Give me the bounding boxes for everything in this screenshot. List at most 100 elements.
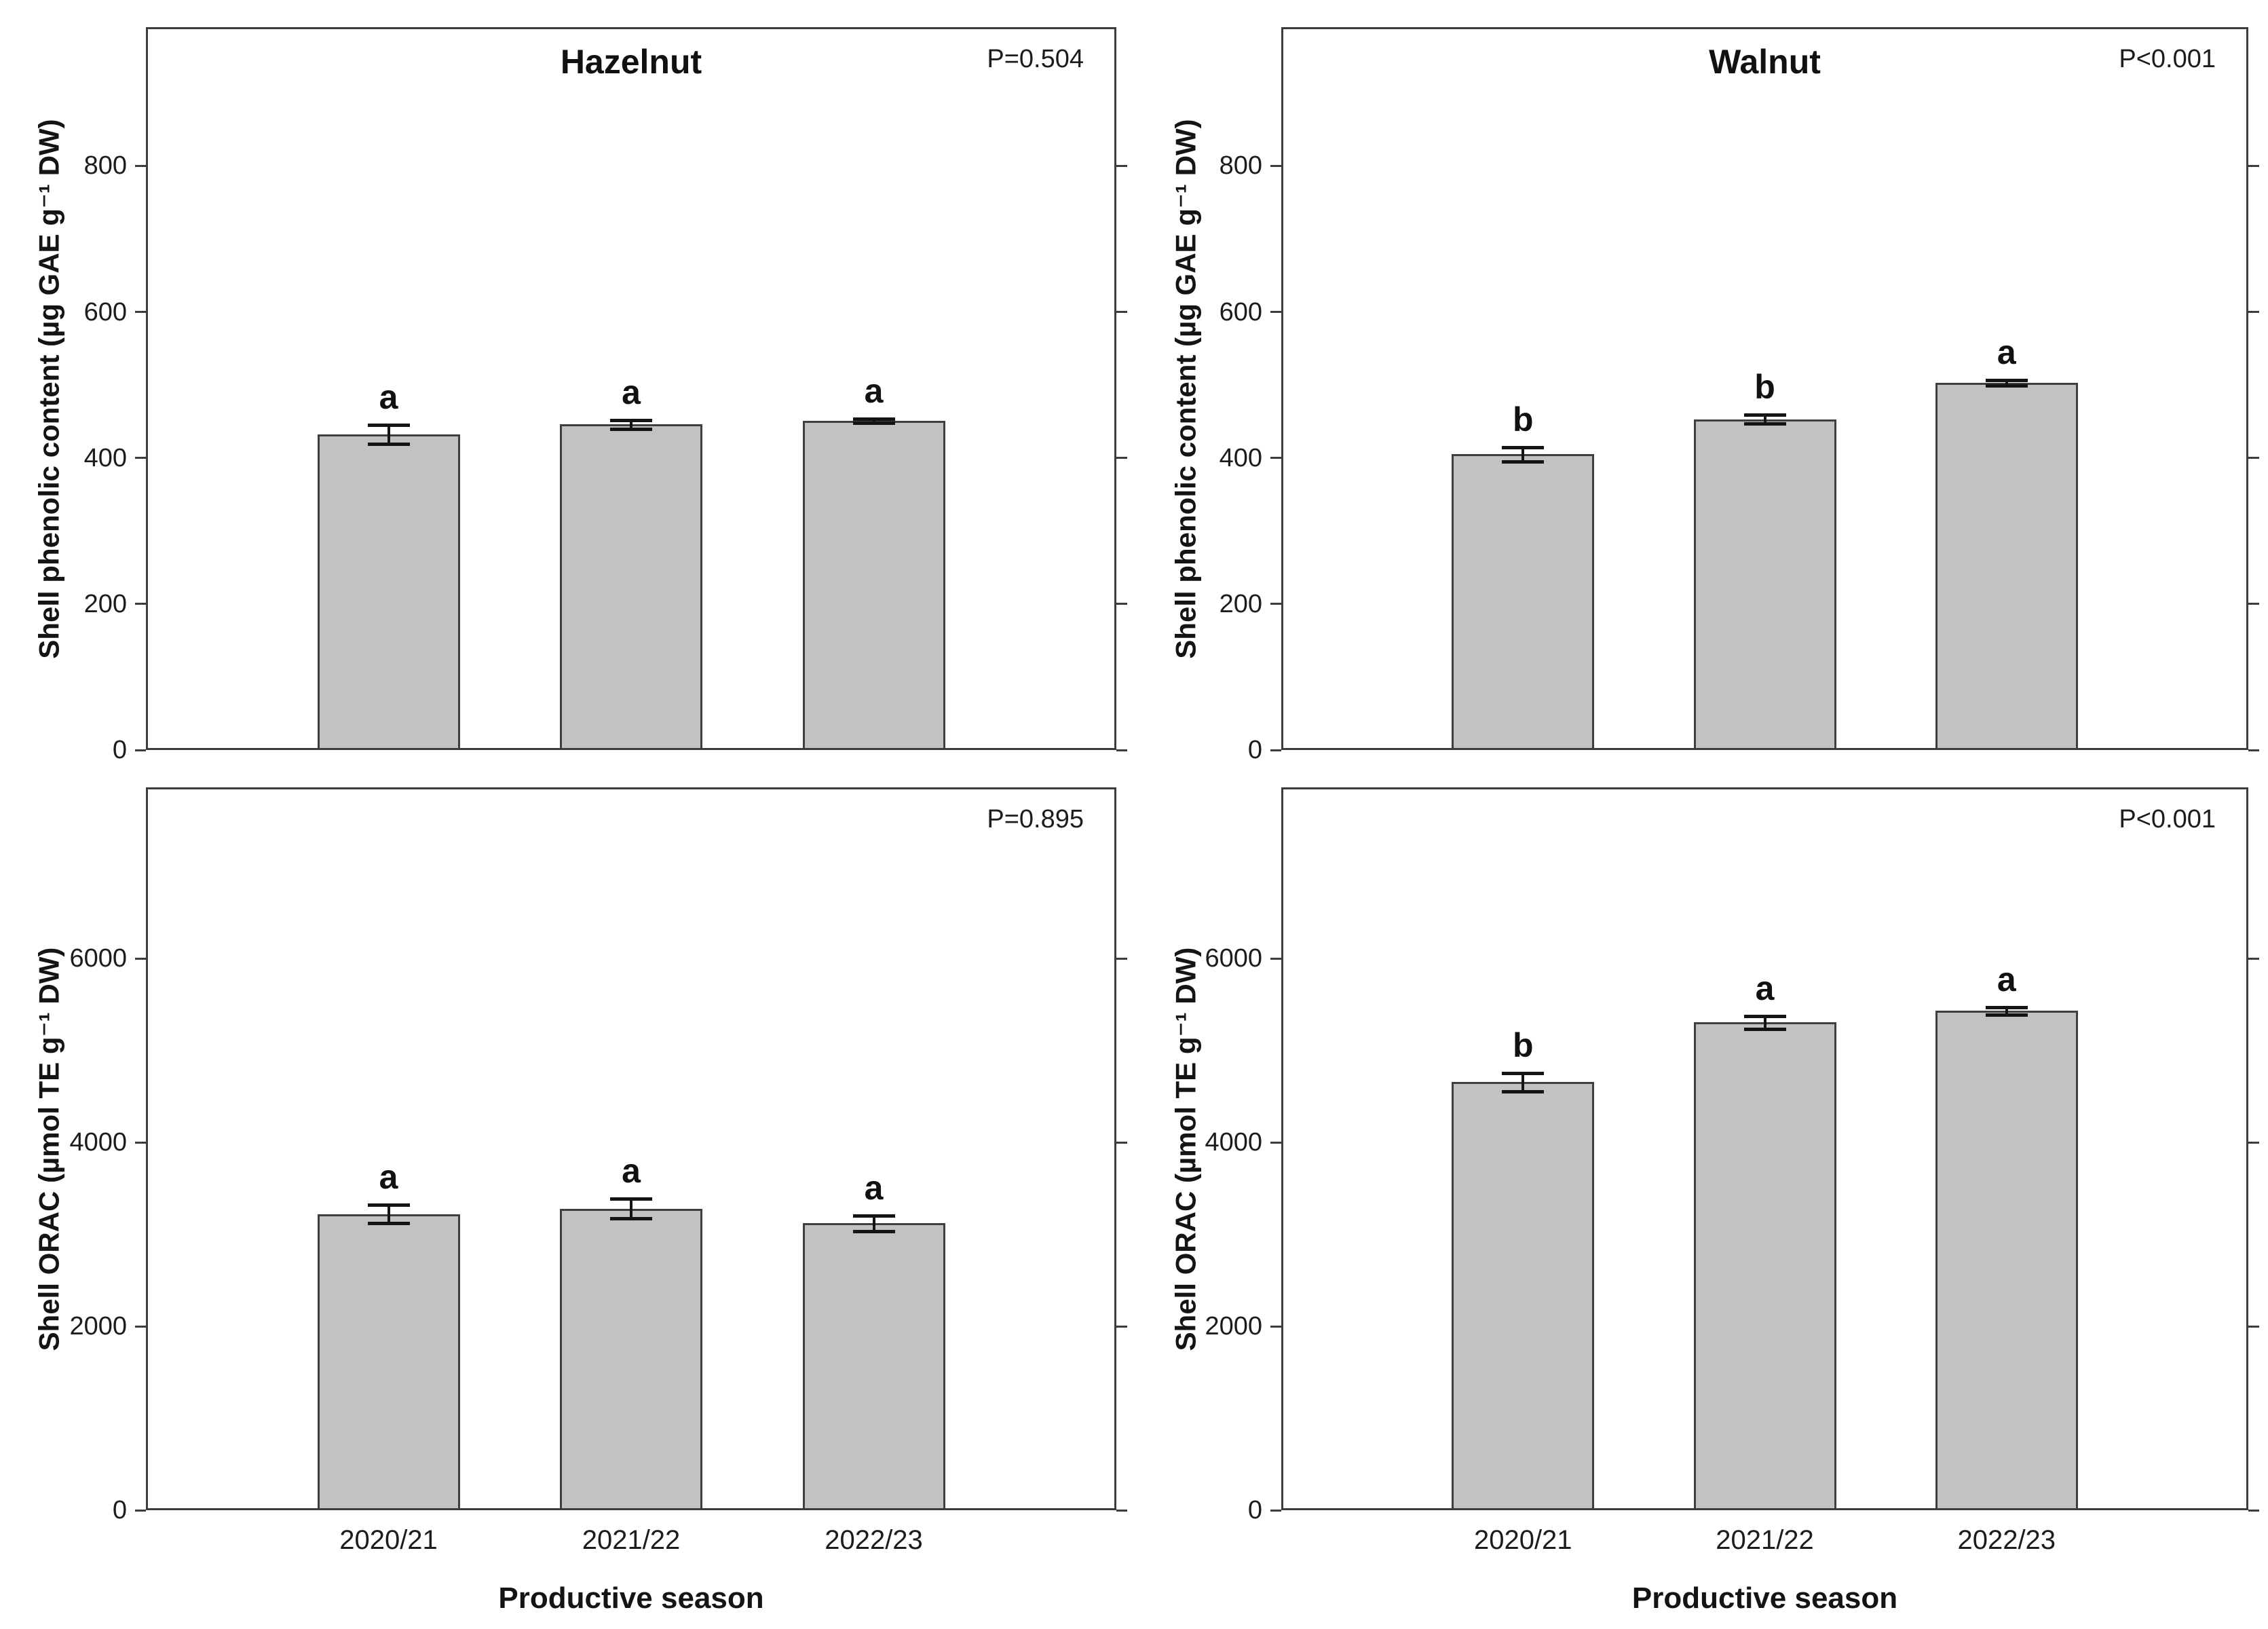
y-tick-label: 200 xyxy=(1219,589,1262,618)
bar-2022-23 xyxy=(1935,382,2078,750)
y-tick-left xyxy=(1270,457,1281,460)
y-tick-right xyxy=(1116,1141,1127,1144)
y-tick-right xyxy=(2248,164,2259,167)
error-bar-cap-top xyxy=(852,417,895,421)
y-tick-left xyxy=(1270,311,1281,314)
error-bar xyxy=(630,1198,632,1219)
error-bar xyxy=(1522,447,1525,462)
significance-letter: a xyxy=(1997,960,2016,998)
y-tick-label: 400 xyxy=(83,443,127,472)
y-tick-left xyxy=(135,1325,146,1328)
error-bar-cap-top xyxy=(1502,445,1545,449)
bar-2020-21 xyxy=(317,434,460,750)
error-bar xyxy=(387,425,390,445)
y-tick-left xyxy=(1270,1325,1281,1328)
y-tick-label: 2000 xyxy=(69,1312,127,1341)
error-bar-cap-top xyxy=(610,1197,652,1201)
error-bar-cap-top xyxy=(367,1203,410,1207)
error-bar-cap-top xyxy=(1985,378,2028,382)
y-tick-label: 400 xyxy=(1219,443,1262,472)
error-bar xyxy=(1763,1015,1766,1029)
y-tick-right xyxy=(1116,957,1127,960)
x-axis-title: Productive season xyxy=(1631,1581,1898,1615)
y-tick-label: 4000 xyxy=(1205,1128,1262,1157)
bar-2022-23 xyxy=(802,1223,945,1510)
y-tick-right xyxy=(2248,749,2259,751)
error-bar-cap-top xyxy=(610,418,652,422)
significance-letter: b xyxy=(1512,1026,1534,1064)
y-tick-label: 0 xyxy=(112,736,127,764)
y-axis-title: Shell ORAC (µmol TE g⁻¹ DW) xyxy=(33,947,64,1351)
error-bar-cap-bottom xyxy=(610,427,652,431)
y-tick-right xyxy=(2248,603,2259,605)
error-bar-cap-bottom xyxy=(1502,1089,1545,1093)
x-tick-label: 2020/21 xyxy=(1473,1525,1572,1555)
y-tick-right xyxy=(2248,1509,2259,1512)
y-tick-right xyxy=(2248,457,2259,460)
bar-2021-22 xyxy=(560,1208,702,1510)
error-bar xyxy=(630,419,632,429)
significance-letter: a xyxy=(1755,969,1775,1007)
y-tick-label: 4000 xyxy=(69,1128,127,1157)
error-bar-cap-top xyxy=(852,1214,895,1218)
y-tick-right xyxy=(2248,1141,2259,1144)
error-bar-cap-bottom xyxy=(1743,422,1786,426)
p-value-label: P<0.001 xyxy=(2119,45,2216,73)
panel-title: Hazelnut xyxy=(560,43,702,81)
error-bar xyxy=(2005,1007,2008,1015)
y-tick-label: 0 xyxy=(112,1496,127,1524)
significance-letter: a xyxy=(864,1168,884,1207)
y-tick-label: 6000 xyxy=(69,944,127,973)
y-tick-label: 600 xyxy=(1219,297,1262,326)
y-tick-right xyxy=(1116,457,1127,460)
x-tick-label: 2022/23 xyxy=(1957,1525,2056,1555)
y-axis-title: Shell ORAC (µmol TE g⁻¹ DW) xyxy=(1169,947,1201,1351)
bar-2022-23 xyxy=(802,420,945,750)
bar-2021-22 xyxy=(560,424,702,750)
error-bar-cap-bottom xyxy=(852,422,895,426)
y-tick-left xyxy=(135,1141,146,1144)
y-tick-label: 0 xyxy=(1247,1496,1262,1524)
y-tick-left xyxy=(135,457,146,460)
y-tick-right xyxy=(1116,1509,1127,1512)
bar-2021-22 xyxy=(1693,419,1836,750)
x-tick-label: 2020/21 xyxy=(339,1525,438,1555)
significance-letter: a xyxy=(379,1158,398,1197)
y-tick-label: 200 xyxy=(83,589,127,618)
y-tick-label: 800 xyxy=(1219,151,1262,181)
error-bar xyxy=(2005,379,2008,386)
y-tick-right xyxy=(1116,603,1127,605)
significance-letter: b xyxy=(1512,400,1534,438)
error-bar-cap-top xyxy=(367,424,410,428)
significance-letter: a xyxy=(622,1151,641,1190)
significance-letter: a xyxy=(864,371,884,410)
y-tick-left xyxy=(1270,1141,1281,1144)
y-tick-left xyxy=(135,164,146,167)
bar-2020-21 xyxy=(1452,454,1595,750)
y-tick-right xyxy=(1116,749,1127,751)
y-tick-left xyxy=(135,749,146,751)
p-value-label: P=0.504 xyxy=(987,45,1084,73)
bar-2020-21 xyxy=(1452,1082,1595,1510)
y-tick-right xyxy=(1116,1325,1127,1328)
error-bar-cap-bottom xyxy=(852,1229,895,1233)
y-tick-left xyxy=(135,957,146,960)
y-tick-right xyxy=(1116,164,1127,167)
significance-letter: a xyxy=(622,373,641,411)
error-bar-cap-top xyxy=(1985,1005,2028,1009)
panel-title: Walnut xyxy=(1709,43,1821,81)
y-tick-right xyxy=(2248,311,2259,314)
error-bar-cap-bottom xyxy=(367,443,410,447)
p-value-label: P<0.001 xyxy=(2119,805,2216,834)
error-bar-cap-bottom xyxy=(1985,1013,2028,1017)
y-tick-label: 600 xyxy=(83,297,127,326)
y-tick-right xyxy=(2248,957,2259,960)
bar-2020-21 xyxy=(317,1214,460,1510)
p-value-label: P=0.895 xyxy=(987,805,1084,834)
error-bar xyxy=(1763,415,1766,424)
y-tick-left xyxy=(1270,749,1281,751)
y-tick-left xyxy=(135,603,146,605)
y-tick-right xyxy=(2248,1325,2259,1328)
y-tick-label: 0 xyxy=(1247,736,1262,764)
